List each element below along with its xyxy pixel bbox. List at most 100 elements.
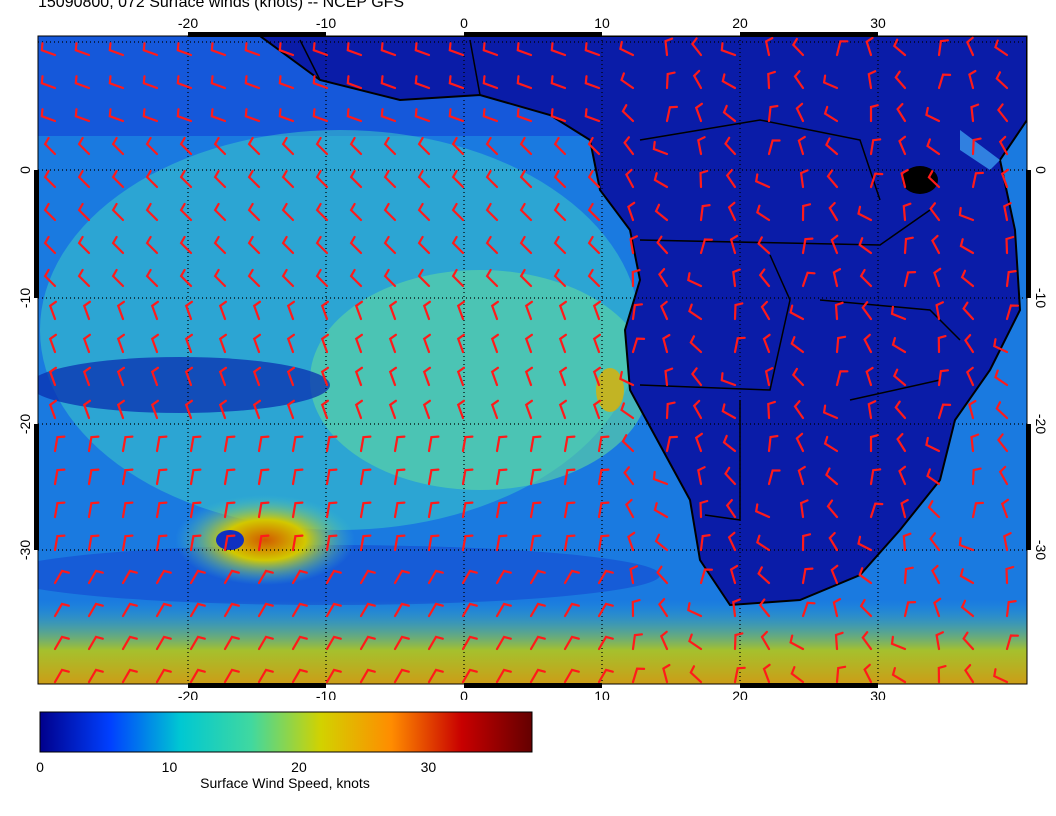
- wind-barb: [176, 108, 193, 123]
- wind-barb: [835, 40, 849, 57]
- wind-barb: [223, 602, 240, 618]
- wind-barb: [563, 468, 576, 486]
- wind-barb: [733, 632, 744, 651]
- wind-barb: [627, 531, 636, 552]
- wind-barb: [252, 333, 261, 354]
- wind-barb: [354, 366, 363, 387]
- wind-barb: [865, 36, 874, 57]
- wind-barb: [210, 75, 227, 90]
- wind-barb: [699, 568, 713, 585]
- wind-barb: [935, 631, 944, 651]
- wind-barb: [801, 203, 812, 222]
- wind-barb: [687, 272, 703, 288]
- wind-barb: [724, 136, 737, 156]
- wind-barb: [890, 305, 907, 321]
- wind-barb: [461, 435, 474, 453]
- wind-barb: [116, 366, 125, 387]
- wind-barb: [142, 42, 159, 57]
- wind-barb: [281, 268, 295, 288]
- wind-barb: [931, 234, 941, 255]
- wind-barb: [388, 300, 397, 321]
- wind-barb: [121, 668, 138, 684]
- wind-barb: [762, 663, 771, 684]
- wind-barb: [801, 533, 812, 552]
- wind-barb: [587, 268, 601, 288]
- wind-barb: [729, 564, 739, 585]
- wind-barb: [77, 235, 91, 255]
- wind-barb: [993, 668, 1009, 684]
- wind-barb: [417, 235, 431, 255]
- wind-barb: [325, 534, 338, 552]
- wind-barb: [828, 531, 839, 552]
- wind-barb: [278, 42, 295, 57]
- wind-barb: [553, 268, 567, 288]
- wind-barb: [346, 108, 363, 123]
- lon-tick-bottom: 30: [870, 688, 886, 700]
- wind-barb: [524, 399, 533, 420]
- wind-barb: [388, 399, 397, 420]
- wind-barb: [145, 202, 159, 222]
- wind-barb: [456, 366, 465, 387]
- wind-barb: [281, 202, 295, 222]
- wind-barb: [592, 366, 601, 387]
- wind-barb: [380, 75, 397, 90]
- wind-barb: [529, 602, 546, 618]
- cyclone-core: [175, 495, 355, 585]
- wind-barb: [656, 235, 669, 255]
- wind-barb: [281, 169, 295, 189]
- wind-barb: [962, 631, 975, 651]
- wind-barb: [767, 139, 781, 156]
- wind-barb: [495, 602, 512, 618]
- wind-barb: [422, 366, 431, 387]
- wind-barb: [793, 70, 805, 90]
- wind-barb: [43, 268, 57, 288]
- wind-barb: [627, 201, 636, 222]
- wind-barb: [958, 536, 975, 552]
- wind-barb: [325, 668, 342, 684]
- wind-barb: [861, 301, 873, 321]
- wind-barb: [427, 569, 444, 585]
- wind-barb: [213, 235, 227, 255]
- wind-barb: [971, 501, 984, 519]
- wind-barb: [179, 202, 193, 222]
- wind-barb: [1003, 532, 1012, 552]
- colorbar-tick: 20: [291, 759, 307, 775]
- wind-barb: [970, 103, 980, 123]
- wind-barb: [87, 534, 100, 552]
- wind-barb: [223, 468, 236, 486]
- wind-barb: [247, 136, 261, 156]
- wind-barb: [111, 136, 125, 156]
- wind-barb: [189, 435, 202, 453]
- wind-barb: [597, 569, 614, 585]
- wind-barb: [869, 468, 882, 486]
- wind-barb: [968, 399, 977, 420]
- wind-barb: [832, 268, 842, 288]
- wind-barb: [77, 268, 91, 288]
- wind-barb: [625, 498, 635, 519]
- wind-barb: [859, 268, 873, 288]
- wind-barb: [145, 169, 159, 189]
- wind-barb: [393, 501, 406, 519]
- wind-barb: [482, 108, 499, 123]
- wind-barb: [584, 75, 601, 90]
- wind-barb: [724, 466, 737, 486]
- wind-barb: [664, 37, 674, 57]
- wind-barb: [933, 267, 942, 288]
- wind-barb: [756, 204, 771, 222]
- lon-tick-bottom: 10: [594, 688, 610, 700]
- wind-barb: [427, 668, 444, 684]
- wind-barb: [729, 234, 739, 255]
- wind-barb: [325, 602, 342, 618]
- wind-barb: [797, 135, 806, 156]
- wind-barb: [869, 434, 879, 453]
- wind-barb: [325, 468, 338, 486]
- wind-barb: [553, 202, 567, 222]
- wind-barb: [925, 436, 941, 453]
- wind-barb: [563, 435, 576, 453]
- wind-barb: [495, 501, 508, 519]
- wind-barb: [927, 500, 941, 519]
- wind-barb: [937, 665, 947, 684]
- wind-barb: [529, 635, 546, 651]
- wind-barb: [764, 37, 774, 57]
- wind-barb: [995, 71, 1009, 90]
